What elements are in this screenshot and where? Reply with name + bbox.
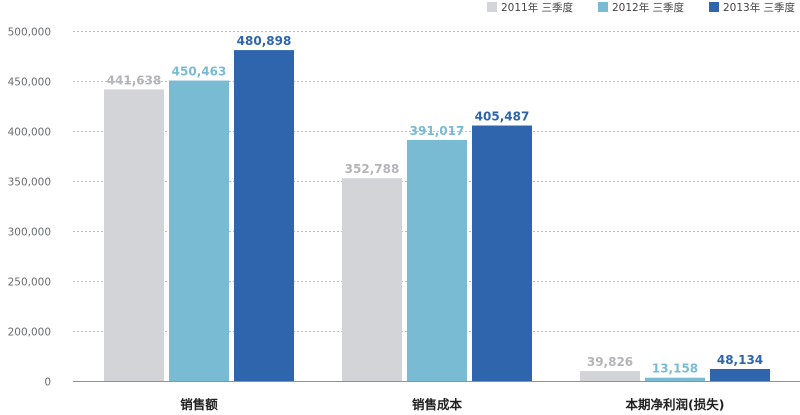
value-labels: 441,638 352,788 39,826 450,463 391,017 13,158… — [107, 34, 763, 376]
y-tick-label: 300,000 — [8, 227, 51, 239]
y-tick-label: 350,000 — [8, 177, 51, 189]
bar — [234, 50, 294, 382]
data-label: 405,487 — [475, 110, 530, 124]
y-tick-label: 400,000 — [8, 127, 51, 139]
bars — [104, 50, 770, 382]
bar — [169, 80, 229, 382]
legend-swatch — [598, 2, 608, 12]
bar — [710, 368, 770, 381]
x-tick-label: 销售额 — [180, 397, 218, 411]
legend: 2011年 三季度 2012年 三季度 2013年 三季度 — [487, 1, 796, 14]
data-label: 13,158 — [652, 362, 698, 376]
bar — [580, 371, 640, 381]
data-label: 39,826 — [587, 355, 633, 369]
data-label: 450,463 — [172, 65, 227, 79]
y-tick-label: 250,000 — [8, 277, 51, 289]
legend-label: 2013年 三季度 — [723, 1, 796, 14]
bar — [342, 178, 402, 381]
y-tick-label: 450,000 — [8, 77, 51, 89]
data-label: 441,638 — [107, 73, 162, 87]
legend-label: 2012年 三季度 — [612, 1, 685, 14]
y-axis: 0 200,000 250,000 300,000 350,000 400,000 450,… — [8, 27, 51, 389]
y-tick-label: 500,000 — [8, 27, 51, 39]
x-tick-label: 本期净利润(损失) — [626, 397, 725, 411]
x-tick-label: 销售成本 — [412, 397, 463, 411]
bar — [407, 139, 467, 381]
bar — [104, 89, 164, 381]
data-label: 480,898 — [237, 34, 292, 48]
bar — [472, 125, 532, 381]
data-label: 352,788 — [345, 162, 400, 176]
y-tick-label: 0 — [44, 377, 51, 389]
legend-swatch — [487, 2, 497, 12]
y-tick-label: 200,000 — [8, 327, 51, 339]
legend-swatch — [709, 2, 719, 12]
data-label: 48,134 — [717, 353, 763, 367]
bar — [645, 377, 705, 381]
legend-label: 2011年 三季度 — [501, 1, 574, 14]
data-label: 391,017 — [410, 124, 465, 138]
x-axis: 销售额 销售成本 本期净利润(损失) — [73, 381, 800, 412]
